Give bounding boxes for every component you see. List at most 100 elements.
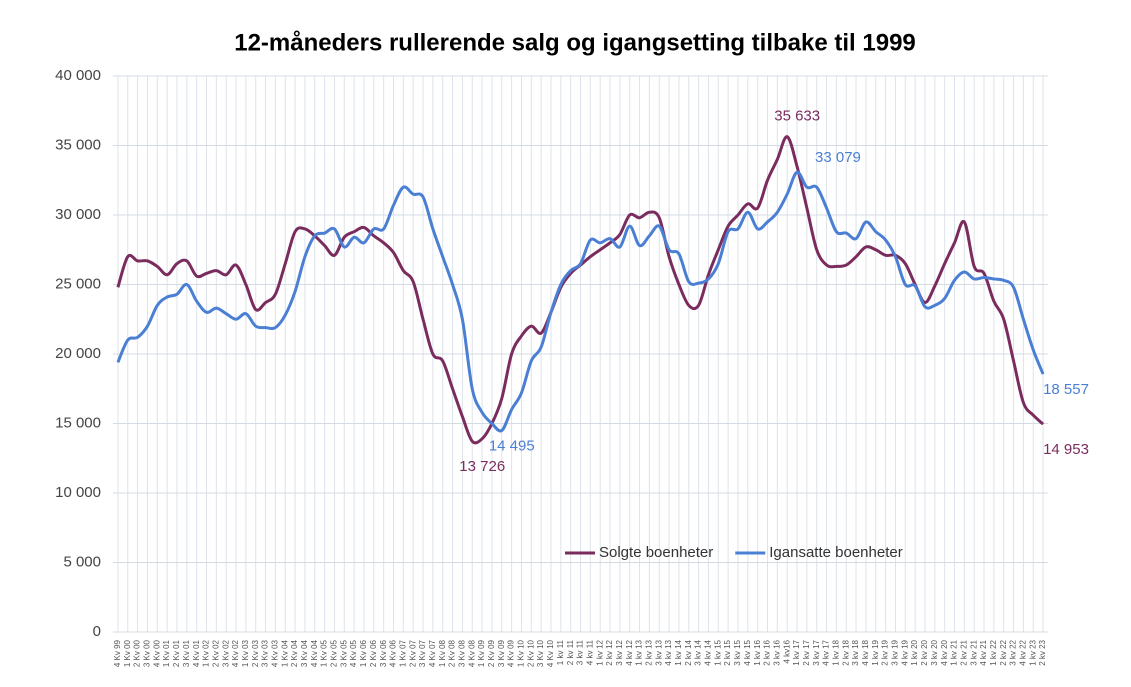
x-tick-label: 3 kv 15 xyxy=(733,639,742,665)
data-label: 14 953 xyxy=(1043,441,1089,458)
x-tick-label: 2 kv 13 xyxy=(645,639,654,665)
x-tick-label: 2 kv 15 xyxy=(723,639,732,665)
x-tick-label: 4 kv 22 xyxy=(1019,639,1028,665)
x-tick-label: 2 kv 17 xyxy=(802,639,811,665)
x-tick-label: 2 Kv 09 xyxy=(487,639,496,667)
x-tick-label: 3 kv 13 xyxy=(654,639,663,665)
data-label: 35 633 xyxy=(774,108,820,125)
x-tick-label: 1 Kv 08 xyxy=(438,639,447,667)
x-tick-label: 3 Kv 07 xyxy=(418,639,427,667)
x-tick-label: 1 Kv 02 xyxy=(202,639,211,667)
x-tick-label: 4 kv 13 xyxy=(664,639,673,665)
x-tick-label: 4 Kv 00 xyxy=(152,639,161,667)
x-tick-label: 1 Kv 04 xyxy=(280,639,289,667)
x-tick-label: 4 kv16 xyxy=(782,639,791,663)
x-tick-label: 3 kv 16 xyxy=(772,639,781,665)
x-tick-label: 1 Kv 07 xyxy=(398,639,407,667)
series-line xyxy=(116,170,1045,433)
x-tick-label: 4 kv 12 xyxy=(625,639,634,665)
x-tick-label: 3 kv 20 xyxy=(930,639,939,665)
x-tick-label: 1 kv 12 xyxy=(595,639,604,665)
x-tick-label: 2 kv 21 xyxy=(959,639,968,665)
y-tick-label: 30 000 xyxy=(55,206,101,223)
y-tick-label: 0 xyxy=(93,623,101,640)
x-tick-label: 1 kv 18 xyxy=(832,639,841,665)
x-tick-label: 4 Kv 01 xyxy=(192,639,201,667)
x-tick-label: 1 Kv 10 xyxy=(517,639,526,667)
x-tick-label: 3 kv 19 xyxy=(891,639,900,665)
x-tick-label: 3 kv 22 xyxy=(1009,639,1018,665)
x-tick-label: 3 Kv 10 xyxy=(536,639,545,667)
x-tick-label: 1 kv 15 xyxy=(713,639,722,665)
x-tick-label: 1 kv 14 xyxy=(674,639,683,665)
x-tick-label: 3 kv 11 xyxy=(576,639,585,665)
x-tick-label: 2 Kv 07 xyxy=(408,639,417,667)
x-tick-label: 3 kv 12 xyxy=(615,639,624,665)
x-tick-label: 1 Kv 01 xyxy=(162,639,171,667)
x-tick-label: 3 Kv 00 xyxy=(143,639,152,667)
y-tick-label: 25 000 xyxy=(55,275,101,292)
x-tick-label: 3 kv 21 xyxy=(969,639,978,665)
x-tick-label: 4 Kv 05 xyxy=(349,639,358,667)
x-tick-label: 3 kv 17 xyxy=(812,639,821,665)
x-tick-label: 2 Kv 04 xyxy=(290,639,299,667)
y-tick-label: 5 000 xyxy=(63,553,101,570)
x-tick-label: 2 Kv 01 xyxy=(172,639,181,667)
data-label: 14 495 xyxy=(489,437,535,454)
x-tick-label: 4 kv 14 xyxy=(704,639,713,665)
x-tick-label: 3 Kv 05 xyxy=(339,639,348,667)
x-tick-label: 2 Kv 06 xyxy=(369,639,378,667)
x-tick-label: 4 kv 17 xyxy=(822,639,831,665)
x-tick-label: 1 kv 23 xyxy=(1028,639,1037,665)
x-tick-label: 3 Kv 04 xyxy=(300,639,309,667)
y-tick-label: 40 000 xyxy=(55,67,101,84)
legend-label: Igansatte boenheter xyxy=(769,544,902,561)
x-tick-label: 3 Kv 08 xyxy=(458,639,467,667)
x-tick-label: 1 Kv 09 xyxy=(477,639,486,667)
x-tick-label: 2 Kv 05 xyxy=(330,639,339,667)
y-tick-label: 20 000 xyxy=(55,345,101,362)
x-tick-label: 2 kv 20 xyxy=(920,639,929,665)
x-tick-label: 1 kv 22 xyxy=(989,639,998,665)
x-tick-label: 4 kv 11 xyxy=(585,639,594,665)
x-tick-label: 2 kv 18 xyxy=(841,639,850,665)
x-tick-label: 1 kv 21 xyxy=(950,639,959,665)
x-tick-label: 2 kv 16 xyxy=(763,639,772,665)
x-tick-label: 1 kv 20 xyxy=(910,639,919,665)
x-tick-label: 4 Kv 04 xyxy=(310,639,319,667)
x-tick-label: 4 Kv 03 xyxy=(271,639,280,667)
x-tick-label: 1 kv 13 xyxy=(635,639,644,665)
x-tick-label: 2 kv 14 xyxy=(684,639,693,665)
x-tick-label: 1 kv 17 xyxy=(792,639,801,665)
x-tick-label: 3 kv 18 xyxy=(851,639,860,665)
x-tick-label: 2 Kv 10 xyxy=(526,639,535,667)
x-tick-label: 4 Kv 06 xyxy=(389,639,398,667)
y-tick-label: 15 000 xyxy=(55,414,101,431)
x-tick-label: 2 kv 22 xyxy=(999,639,1008,665)
chart-title: 12-måneders rullerende salg og igangsett… xyxy=(234,29,916,56)
x-tick-label: 1 Kv 03 xyxy=(241,639,250,667)
x-tick-label: 4 kv 21 xyxy=(979,639,988,665)
x-tick-label: 4 Kv 07 xyxy=(428,639,437,667)
x-tick-label: 3 Kv 06 xyxy=(379,639,388,667)
x-tick-label: 2 kv 19 xyxy=(881,639,890,665)
x-tick-label: 2 kv 23 xyxy=(1038,639,1047,665)
data-label: 33 079 xyxy=(815,149,861,166)
x-tick-label: 1 kv 16 xyxy=(753,639,762,665)
x-tick-label: 1 kv 19 xyxy=(871,639,880,665)
data-label: 18 557 xyxy=(1043,381,1089,398)
x-tick-label: 1 Kv 05 xyxy=(320,639,329,667)
x-tick-label: 2 Kv 03 xyxy=(251,639,260,667)
x-tick-label: 2 Kv 08 xyxy=(448,639,457,667)
x-tick-label: 2 kv 12 xyxy=(605,639,614,665)
y-tick-label: 35 000 xyxy=(55,136,101,153)
x-tick-label: 2 kv 11 xyxy=(566,639,575,665)
x-tick-label: 4 Kv 09 xyxy=(507,639,516,667)
legend-label: Solgte boenheter xyxy=(599,544,713,561)
x-tick-label: 4 Kv 10 xyxy=(546,639,555,667)
x-tick-label: 1 Kv 00 xyxy=(123,639,132,667)
data-label: 13 726 xyxy=(459,458,505,475)
x-tick-label: 3 Kv 03 xyxy=(261,639,270,667)
x-tick-label: 4 kv 20 xyxy=(940,639,949,665)
x-tick-label: 3 kv 14 xyxy=(694,639,703,665)
